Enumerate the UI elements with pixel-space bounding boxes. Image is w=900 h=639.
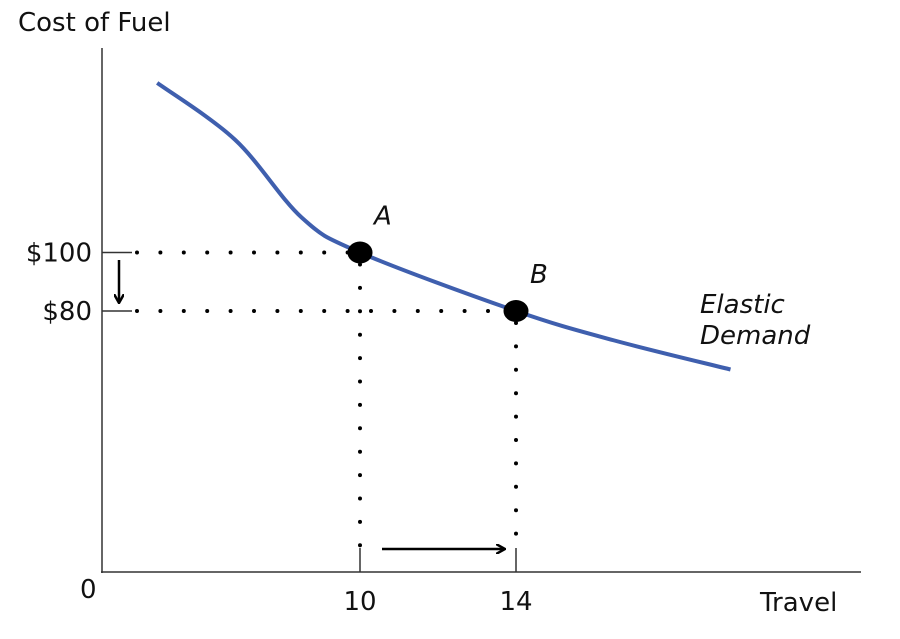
origin-label: 0: [80, 575, 97, 605]
y-tick-label: $80: [42, 297, 92, 327]
y-tick-label: $100: [26, 239, 92, 269]
x-tick-label: 10: [343, 587, 376, 617]
point-label: B: [530, 260, 548, 290]
demand-curve: [156, 81, 731, 372]
point-b: [503, 300, 529, 322]
series-label-line-1: Elastic: [700, 290, 785, 320]
y-axis-title: Cost of Fuel: [18, 8, 171, 38]
point-a: [347, 241, 373, 264]
x-axis-title: Travel: [759, 588, 837, 618]
point-label: A: [372, 202, 392, 232]
x-tick-label: 14: [499, 587, 532, 617]
series-label-line-2: Demand: [700, 321, 811, 351]
